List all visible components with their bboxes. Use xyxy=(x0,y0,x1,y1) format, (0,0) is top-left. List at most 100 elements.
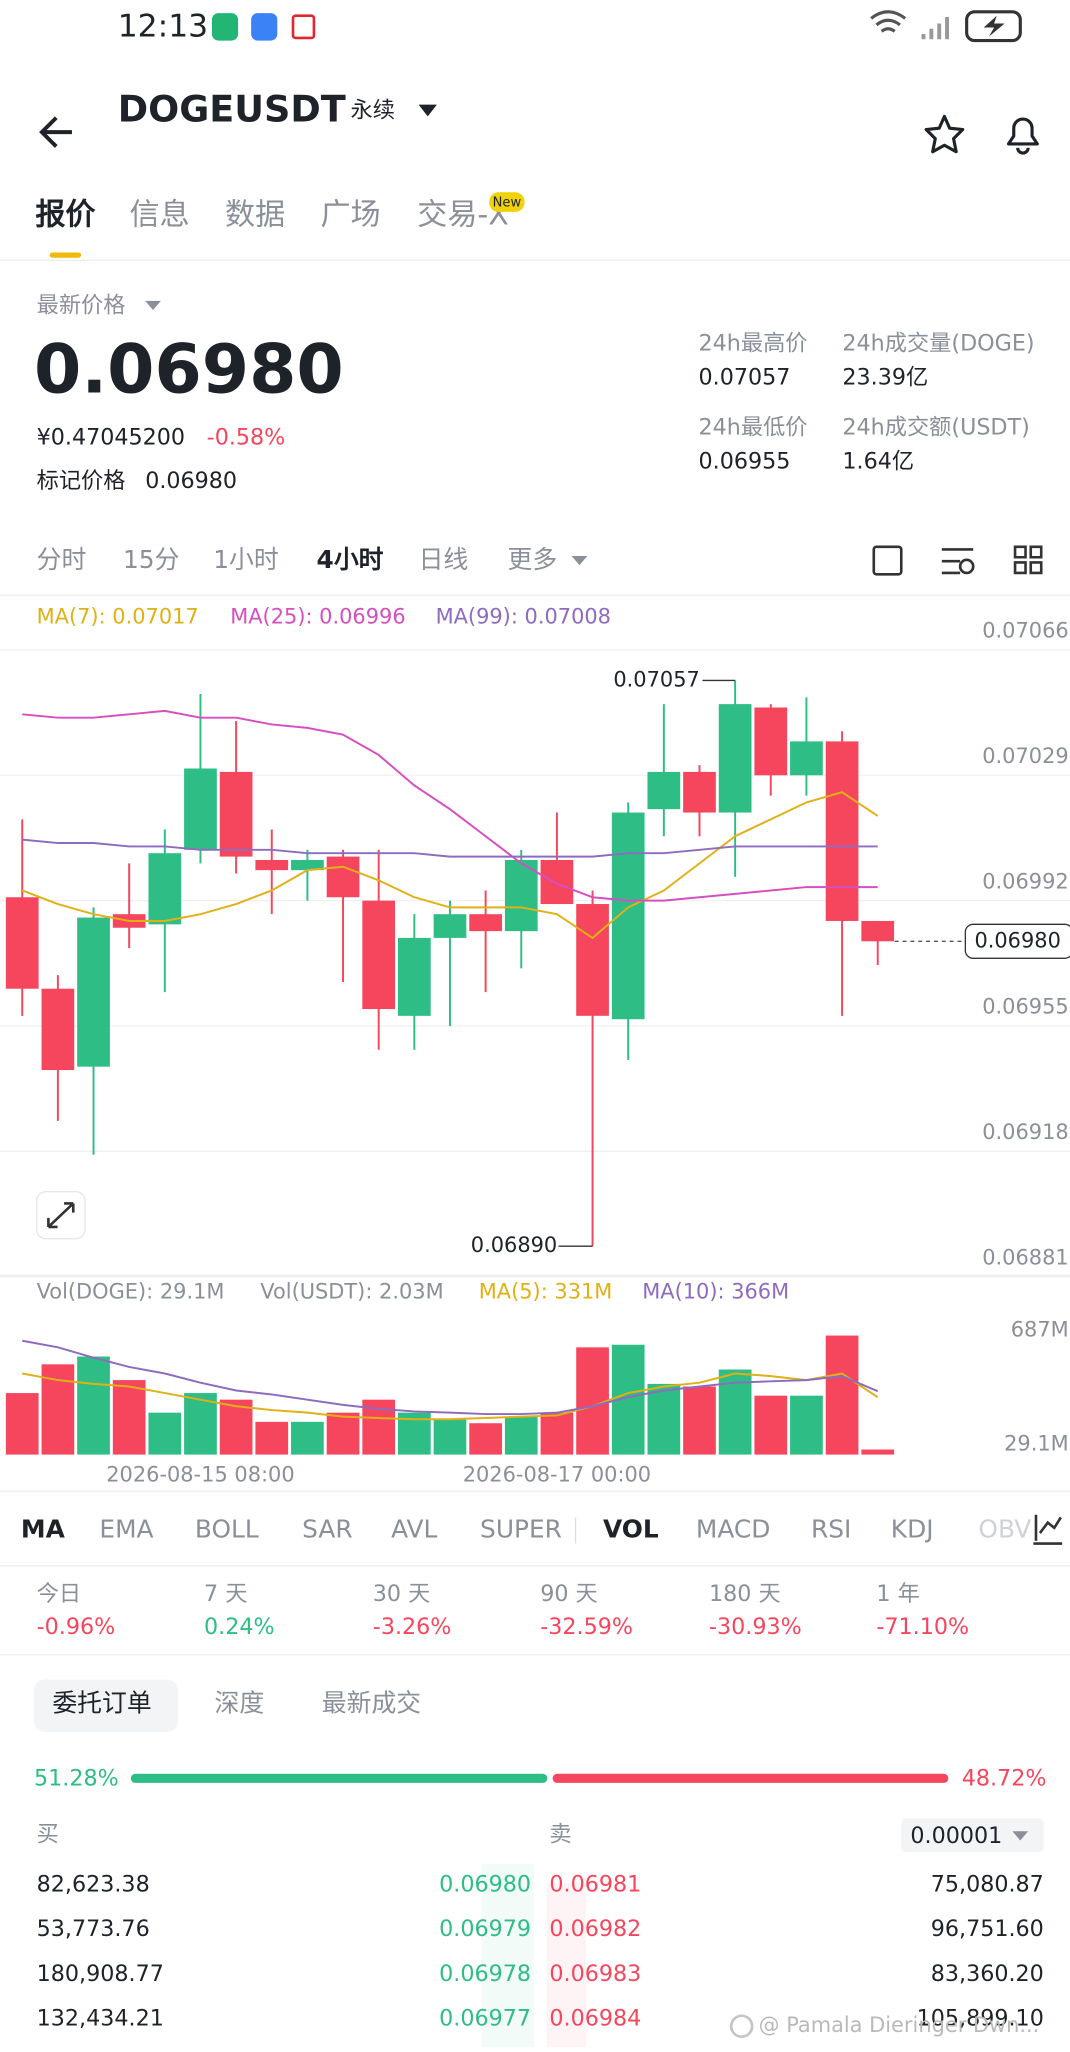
period-change: -30.93% xyxy=(709,1614,802,1640)
tab[interactable]: 信息 xyxy=(129,197,189,232)
indicator-tab[interactable]: MACD xyxy=(696,1514,770,1543)
interval[interactable]: 更多 xyxy=(508,545,558,574)
volume-legend: Vol(USDT): 2.03M xyxy=(260,1279,443,1303)
sell-price: 0.06983 xyxy=(549,1961,641,1987)
order-tab[interactable]: 最新成交 xyxy=(322,1688,421,1717)
battery-bolt xyxy=(983,15,1005,37)
period-change: -71.10% xyxy=(876,1614,969,1640)
settings-icon[interactable] xyxy=(941,548,974,575)
buy-ratio-bar xyxy=(130,1773,548,1783)
high-label: 0.07057 xyxy=(613,667,699,691)
indicator-tab[interactable]: RSI xyxy=(811,1514,851,1543)
tab[interactable]: 广场 xyxy=(320,197,380,232)
interval[interactable]: 15分 xyxy=(123,545,179,574)
candle-body xyxy=(255,859,289,871)
indicator-tab[interactable]: SAR xyxy=(302,1514,353,1543)
volume-bar xyxy=(112,1380,146,1455)
candle-body xyxy=(647,771,681,810)
volume-bar xyxy=(326,1412,360,1455)
indicator-tab[interactable]: EMA xyxy=(99,1514,153,1543)
tab[interactable]: 报价 xyxy=(35,197,96,232)
layout-icon[interactable] xyxy=(1013,545,1043,575)
candle-body xyxy=(754,707,788,776)
period-label: 7 天 xyxy=(204,1581,247,1607)
back-button[interactable] xyxy=(39,116,72,148)
indicator-tab[interactable]: OBV xyxy=(978,1514,1031,1543)
order-tab[interactable]: 深度 xyxy=(215,1688,265,1717)
watermark-icon xyxy=(729,2014,754,2038)
stat-label: 24h最低价 xyxy=(699,414,808,440)
interval-bar: 分时 15分 1小时 4小时 日线 更多 xyxy=(37,545,558,574)
stat-value: 0.07057 xyxy=(699,365,791,391)
candle-body xyxy=(77,917,110,1067)
period-label: 1 年 xyxy=(876,1581,919,1607)
legend-entry: MA(99): 0.07008 xyxy=(436,604,611,628)
candle-body xyxy=(5,897,39,989)
buy-amount: 82,623.38 xyxy=(37,1871,150,1897)
sell-ratio-bar xyxy=(552,1773,949,1783)
chart-settings-icon[interactable] xyxy=(1033,1514,1063,1545)
sell-label: 卖 xyxy=(549,1822,571,1848)
volume-bar xyxy=(683,1386,716,1455)
buy-amount: 180,908.77 xyxy=(37,1961,164,1987)
interval[interactable]: 日线 xyxy=(419,545,469,574)
candle-body xyxy=(184,768,217,850)
stat-value: 1.64亿 xyxy=(842,448,914,474)
interval[interactable]: 分时 xyxy=(37,545,87,574)
indicator-tab[interactable]: AVL xyxy=(391,1514,437,1543)
contract-type[interactable]: 永续 xyxy=(351,98,395,124)
interval[interactable]: 1小时 xyxy=(213,545,278,574)
period-label: 90 天 xyxy=(540,1581,598,1607)
tab-bar: 报价 信息 数据 广场 交易-X xyxy=(35,197,509,232)
volume-bar xyxy=(647,1383,681,1455)
indicator-bar: MA EMA BOLL SAR AVL SUPER VOL MACD RSI KDJ OBV xyxy=(21,1514,1031,1543)
indicator-tab[interactable]: MA xyxy=(21,1514,66,1543)
expand-icon[interactable] xyxy=(47,1202,75,1229)
candle-body xyxy=(41,988,75,1071)
favorite-button[interactable] xyxy=(924,114,965,154)
active-tab-bg xyxy=(34,1679,178,1732)
low-label: 0.06890 xyxy=(471,1233,557,1257)
tool-icon[interactable] xyxy=(872,545,903,576)
tab-indicator xyxy=(49,252,82,258)
period-label: 30 天 xyxy=(373,1581,431,1607)
order-tab[interactable]: 委托订单 xyxy=(52,1688,151,1717)
volume-bar xyxy=(825,1335,859,1455)
volume-bar xyxy=(861,1449,895,1455)
indicator-tab[interactable]: VOL xyxy=(603,1514,659,1543)
interval[interactable]: 4小时 xyxy=(317,545,384,574)
precision-select[interactable] xyxy=(901,1818,1044,1853)
kline-chart: 0.06881 0.06918 0.06955 0.06992 0.07029 0.070… xyxy=(0,604,1070,1278)
volume-bar xyxy=(291,1421,324,1455)
status-icon xyxy=(251,13,278,41)
order-tabs: 委托订单 深度 最新成交 xyxy=(52,1688,421,1717)
buy-price: 0.06979 xyxy=(439,1916,531,1942)
dropdown-caret[interactable] xyxy=(571,555,588,566)
signal-icon xyxy=(921,17,950,40)
price-label[interactable]: 最新价格 xyxy=(37,293,126,319)
stat-label: 24h最高价 xyxy=(699,331,808,357)
dropdown-caret[interactable] xyxy=(418,104,437,117)
candle-body xyxy=(397,937,431,1016)
candle-body xyxy=(718,704,752,813)
indicator-tab[interactable]: BOLL xyxy=(195,1514,259,1543)
y-tick-label: 0.06881 xyxy=(982,1245,1068,1269)
indicator-tab[interactable]: KDJ xyxy=(891,1514,934,1543)
status-icon xyxy=(291,14,316,40)
dropdown-caret[interactable] xyxy=(1012,1831,1029,1841)
x-tick-label: 2026-08-15 08:00 xyxy=(106,1463,294,1487)
symbol[interactable]: DOGEUSDT xyxy=(118,88,346,131)
new-badge-bg xyxy=(489,192,525,212)
dropdown-caret[interactable] xyxy=(145,300,161,311)
precision[interactable]: 0.00001 xyxy=(910,1823,1002,1849)
indicator-tab[interactable]: SUPER xyxy=(480,1514,562,1543)
settings-icon[interactable] xyxy=(958,558,975,575)
alert-button[interactable] xyxy=(1006,117,1039,155)
y-tick-label: 0.07066 xyxy=(982,619,1068,643)
volume-bar xyxy=(469,1423,502,1455)
tab[interactable]: 数据 xyxy=(225,197,285,232)
candle-body xyxy=(611,812,645,1020)
volume-bar xyxy=(77,1356,110,1455)
new-badge: New xyxy=(493,195,522,210)
